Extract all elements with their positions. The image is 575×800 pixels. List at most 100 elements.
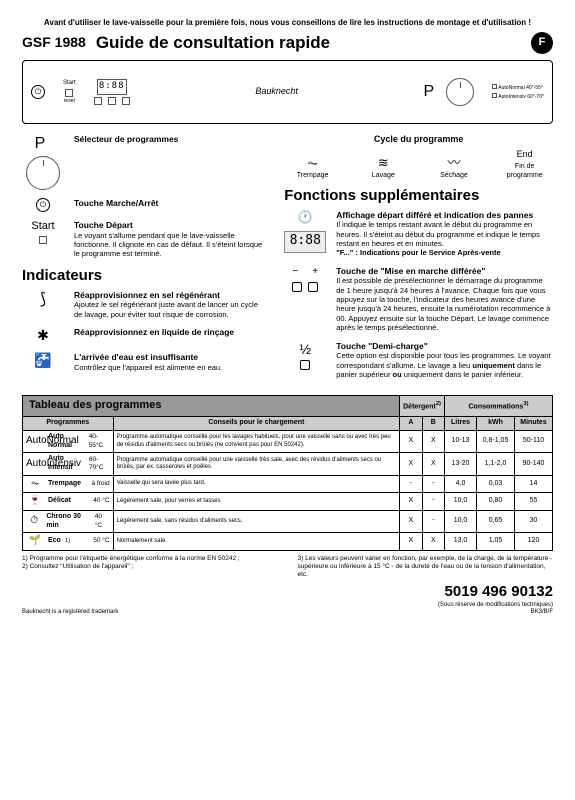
start-button-icon bbox=[65, 89, 73, 97]
cell-a: - bbox=[400, 475, 422, 493]
water-title: L'arrivée d'eau est insuffisante bbox=[74, 352, 266, 363]
th-kwh: kWh bbox=[477, 417, 515, 431]
panel-display: 8:88 bbox=[97, 79, 127, 95]
program-icon: 🌱 bbox=[26, 535, 44, 548]
p-symbol: P bbox=[35, 134, 46, 154]
salt-desc: Ajoutez le sel régénérant juste avant de… bbox=[74, 300, 266, 319]
table-row: AutoNormal Auto Normal 40-55°CProgramme … bbox=[23, 430, 553, 453]
th-main: Tableau des programmes bbox=[23, 396, 400, 417]
legend-box bbox=[492, 84, 497, 89]
program-temp: 60-70°C bbox=[89, 456, 110, 472]
brand-label: Bauknecht bbox=[148, 86, 406, 97]
cell-a: X bbox=[400, 430, 422, 453]
cycle-heading: Cycle du programme bbox=[284, 134, 553, 145]
table-row: AutoIntensiv Auto Intensif 60-70°CProgra… bbox=[23, 453, 553, 476]
power-icon: ⏻ bbox=[31, 85, 45, 99]
program-tip: Vaisselle qui sera lavée plus tard. bbox=[113, 475, 400, 493]
program-name: Délicat bbox=[48, 497, 71, 506]
table-row: ⏦ Trempage à froidVaisselle qui sera lav… bbox=[23, 475, 553, 493]
salt-icon: ⟆ bbox=[40, 290, 46, 310]
cell-litres: 10-13 bbox=[445, 430, 477, 453]
program-icon: ⏱ bbox=[26, 515, 42, 528]
th-a: A bbox=[400, 417, 422, 431]
cell-b: X bbox=[422, 430, 444, 453]
wash-label: Lavage bbox=[355, 172, 412, 181]
header: GSF 1988 Guide de consultation rapide F bbox=[22, 32, 553, 54]
cell-a: X bbox=[400, 493, 422, 511]
th-b: B bbox=[422, 417, 444, 431]
cell-kwh: 0,80 bbox=[477, 493, 515, 511]
cell-min: 30 bbox=[515, 510, 553, 533]
model-number: GSF 1988 bbox=[22, 34, 86, 52]
cell-kwh: 0,03 bbox=[477, 475, 515, 493]
plus-btn-icon bbox=[308, 282, 318, 292]
sub-note: (Sous réserve de modifications technique… bbox=[438, 602, 553, 610]
selector-title: Sélecteur de programmes bbox=[74, 134, 266, 145]
th-litres: Litres bbox=[445, 417, 477, 431]
half-desc: Cette option est disponible pour tous le… bbox=[336, 351, 553, 379]
diff-desc: Il est possible de présélectionner le dé… bbox=[336, 276, 553, 332]
program-name: Auto Intensif bbox=[48, 455, 85, 473]
water-desc: Contrôlez que l'appareil est alimenté en… bbox=[74, 363, 266, 372]
pre-note: Avant d'utiliser le lave-vaisselle pour … bbox=[22, 18, 553, 28]
rinse-title: Réapprovisionnez en liquide de rinçage bbox=[74, 327, 266, 338]
programs-table: Tableau des programmes Détergent2) Conso… bbox=[22, 395, 553, 551]
program-temp: 40 °C bbox=[95, 513, 110, 529]
start-label: Start bbox=[63, 80, 76, 88]
end-icon: End bbox=[496, 145, 553, 163]
th-programs: Programmes bbox=[23, 417, 114, 431]
control-panel-illustration: ⏻ Start reset 8:88 Bauknecht P AutoNorma… bbox=[22, 60, 553, 124]
functions-heading: Fonctions supplémentaires bbox=[284, 187, 553, 206]
legend2: AutoIntensiv 60°-70° bbox=[498, 94, 544, 100]
start-symbol: Start bbox=[31, 220, 54, 234]
program-temp: 50 °C bbox=[93, 537, 109, 545]
th-consumption: Consommations3) bbox=[445, 396, 553, 417]
cell-a: X bbox=[400, 453, 422, 476]
program-temp: 40-55°C bbox=[89, 433, 110, 449]
legend-box bbox=[492, 93, 497, 98]
delay-desc2: "F..." : Indications pour le Service Apr… bbox=[336, 248, 553, 257]
cell-min: 120 bbox=[515, 533, 553, 551]
onoff-title: Touche Marche/Arrêt bbox=[74, 198, 266, 209]
rinse-icon: ✱ bbox=[37, 327, 49, 345]
start-btn-icon bbox=[39, 236, 47, 244]
program-temp: 40 °C bbox=[93, 497, 109, 505]
program-icon: ⏦ bbox=[26, 478, 44, 491]
program-icon: AutoNormal bbox=[26, 435, 44, 448]
cell-min: 55 bbox=[515, 493, 553, 511]
cell-litres: 10,0 bbox=[445, 510, 477, 533]
program-name: Trempage bbox=[48, 480, 81, 489]
program-name: Auto Normal bbox=[48, 433, 85, 451]
cell-kwh: 0,8-1,05 bbox=[477, 430, 515, 453]
cell-min: 50-110 bbox=[515, 430, 553, 453]
plus-button-icon bbox=[108, 97, 116, 105]
salt-title: Réapprovisionnez en sel régénérant bbox=[74, 290, 266, 301]
wash-icon: ≋ bbox=[355, 154, 412, 172]
delay-display: 8:88 bbox=[284, 231, 326, 253]
cell-litres: 4,0 bbox=[445, 475, 477, 493]
cell-b: - bbox=[422, 475, 444, 493]
cell-min: 90-140 bbox=[515, 453, 553, 476]
soak-label: Trempage bbox=[284, 172, 341, 181]
program-name: Eco bbox=[48, 537, 61, 546]
dry-icon: 〰 bbox=[426, 154, 483, 172]
cell-b: - bbox=[422, 493, 444, 511]
reset-label: reset bbox=[64, 98, 75, 104]
soak-icon: ⏦ bbox=[284, 154, 341, 172]
cell-kwh: 1,05 bbox=[477, 533, 515, 551]
onoff-icon: ⏻ bbox=[36, 198, 50, 212]
cell-a: X bbox=[400, 510, 422, 533]
th-tips: Conseils pour le chargement bbox=[113, 417, 400, 431]
program-icon: AutoIntensiv bbox=[26, 458, 44, 471]
cell-litres: 13-20 bbox=[445, 453, 477, 476]
minus-button-icon bbox=[94, 97, 102, 105]
cell-a: X bbox=[400, 533, 422, 551]
program-tip: Programme automatique conseillé pour une… bbox=[113, 453, 400, 476]
clock-icon: 🕐 bbox=[298, 210, 313, 225]
diff-title: Touche de "Mise en marche différée" bbox=[336, 266, 553, 277]
language-badge: F bbox=[531, 32, 553, 54]
water-icon: 🚰 bbox=[34, 352, 51, 370]
th-minutes: Minutes bbox=[515, 417, 553, 431]
cell-b: X bbox=[422, 533, 444, 551]
table-row: 🍷 Délicat 40 °CLégèrement sale, pour ver… bbox=[23, 493, 553, 511]
